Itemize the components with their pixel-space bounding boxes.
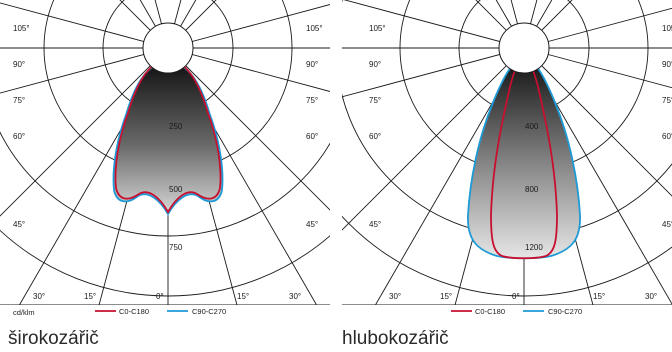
angle-label: 30° (289, 292, 301, 301)
angle-label: 30° (645, 292, 657, 301)
legend: C0-C180 C90-C270 (95, 307, 226, 316)
value-label: 500 (169, 185, 183, 194)
angle-label: 0° (156, 292, 164, 301)
angle-label: 30° (33, 292, 45, 301)
intensity-area (113, 62, 223, 214)
curve-c0-c180 (490, 57, 558, 260)
curve-c90-c270 (112, 61, 224, 216)
angle-label: 60° (369, 132, 381, 141)
angle-label: 45° (662, 220, 672, 229)
angle-label: 45° (13, 220, 25, 229)
angle-label: 15° (237, 292, 249, 301)
angle-label: 60° (13, 132, 25, 141)
angle-labels: 105° 90° 75° 60° 45° 105° 90° 75° 60° 45… (13, 24, 323, 301)
angle-label: 105° (306, 24, 323, 33)
polar-diagram-deep: 105° 90° 75° 60° 45° 105° 90° 75° 60° 45… (342, 0, 672, 322)
legend: C0-C180 C90-C270 (451, 307, 582, 316)
centre-circle (142, 22, 194, 74)
polar-diagram-wide: 105° 90° 75° 60° 45° 105° 90° 75° 60° 45… (0, 0, 330, 322)
curve-c0-c180 (114, 59, 222, 214)
legend-label-c90-c270: C90-C270 (548, 307, 582, 316)
angle-label: 90° (306, 60, 318, 69)
angle-label: 0° (512, 292, 520, 301)
angle-label: 60° (662, 132, 672, 141)
value-label: 400 (525, 122, 539, 131)
angle-label: 75° (13, 96, 25, 105)
angle-label: 75° (306, 96, 318, 105)
unit-label: cd/klm (13, 308, 35, 317)
legend-label-c90-c270: C90-C270 (192, 307, 226, 316)
angle-label: 75° (369, 96, 381, 105)
angle-label: 15° (440, 292, 452, 301)
angle-labels: 105° 90° 75° 60° 45° 105° 90° 75° 60° 45… (369, 24, 672, 301)
angle-label: 90° (662, 60, 672, 69)
value-labels: 400 800 1200 (525, 122, 543, 252)
angle-label: 105° (13, 24, 30, 33)
centre-circle (498, 22, 550, 74)
angle-label: 105° (369, 24, 386, 33)
value-label: 750 (169, 243, 183, 252)
value-label: 1200 (525, 243, 543, 252)
legend-label-c0-c180: C0-C180 (119, 307, 149, 316)
legend-label-c0-c180: C0-C180 (475, 307, 505, 316)
angle-label: 75° (662, 96, 672, 105)
polar-diagram-wide-svg: 105° 90° 75° 60° 45° 105° 90° 75° 60° 45… (0, 0, 330, 317)
polar-diagram-deep-svg: 105° 90° 75° 60° 45° 105° 90° 75° 60° 45… (342, 0, 672, 316)
caption-wide: širokozářič (8, 328, 99, 349)
angle-label: 45° (306, 220, 318, 229)
angle-label: 30° (389, 292, 401, 301)
angle-label: 60° (306, 132, 318, 141)
angle-label: 90° (369, 60, 381, 69)
intensity-area (467, 58, 581, 259)
value-label: 250 (169, 122, 183, 131)
value-labels: 250 500 750 (169, 122, 183, 252)
angle-label: 105° (662, 24, 672, 33)
angle-label: 15° (84, 292, 96, 301)
angle-label: 90° (13, 60, 25, 69)
angle-label: 45° (369, 220, 381, 229)
value-label: 800 (525, 185, 539, 194)
caption-deep: hlubokozářič (342, 328, 449, 349)
angle-label: 15° (593, 292, 605, 301)
